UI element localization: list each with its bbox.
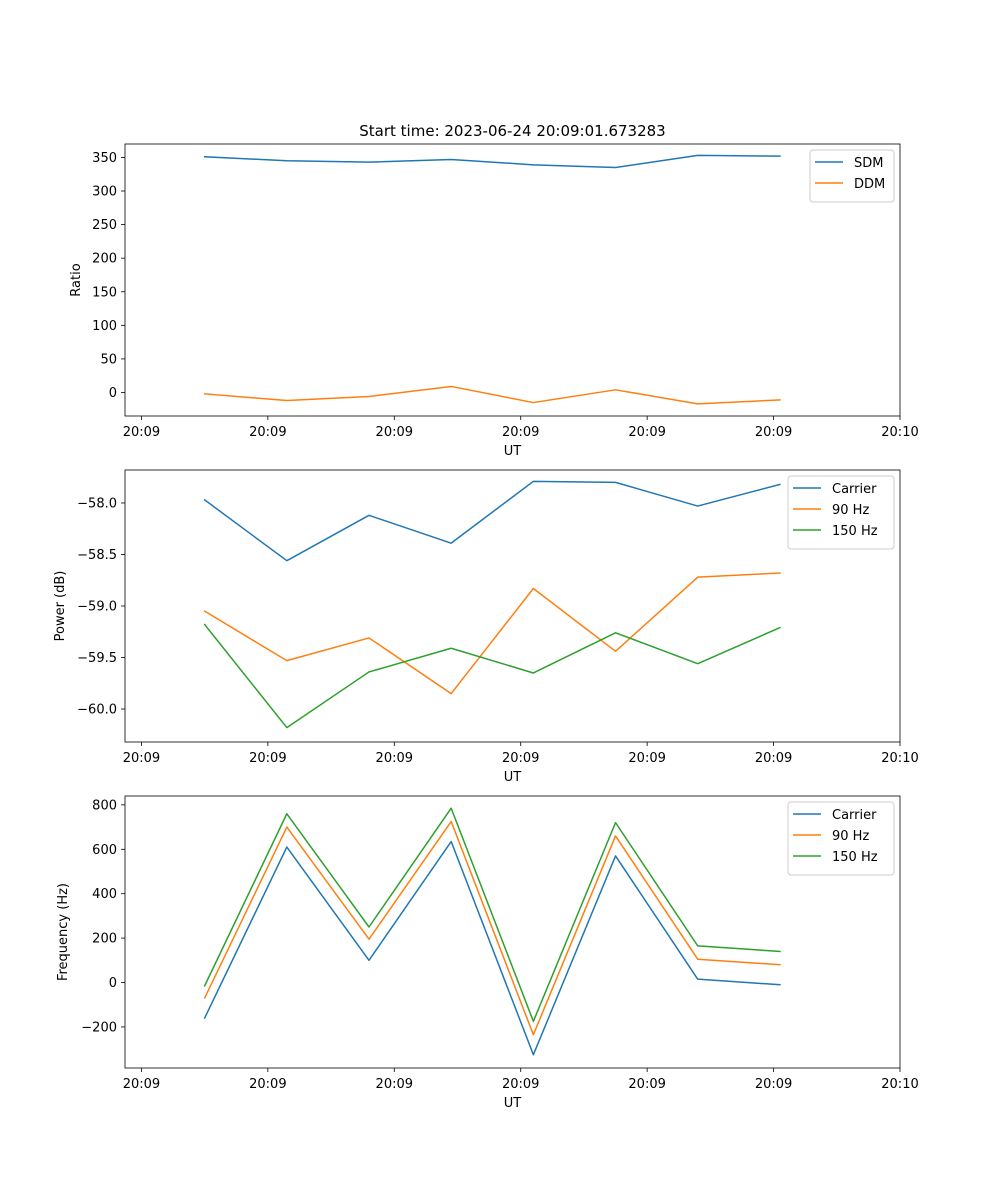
x-tick-label: 20:09 (502, 751, 539, 766)
y-tick-label: 0 (109, 976, 117, 991)
legend: Carrier 90 Hz 150 Hz (787, 801, 895, 876)
y-tick-label: 800 (92, 798, 117, 813)
x-tick-label: 20:09 (123, 1077, 160, 1092)
chart-panel-1: 20:09 20:09 20:09 20:09 20:09 20:09 20:10 0 50 10… (69, 143, 919, 459)
x-tick-label: 20:09 (376, 1077, 413, 1092)
legend: SDM DDM (809, 149, 895, 203)
x-tick-label: 20:09 (123, 751, 160, 766)
legend-label: SDM (854, 156, 883, 171)
x-axis-label: UT (504, 770, 522, 785)
legend-label: 90 Hz (832, 829, 869, 844)
legend: Carrier 90 Hz 150 Hz (787, 475, 895, 550)
y-tick-label: −58.0 (77, 496, 117, 511)
figure-title: Start time: 2023-06-24 20:09:01.673283 (359, 122, 665, 140)
y-tick-label: −200 (81, 1020, 117, 1035)
y-tick-label: −59.5 (77, 651, 117, 666)
chart-panel-3: 20:09 20:09 20:09 20:09 20:09 20:09 20:10 −200 0… (56, 795, 919, 1111)
y-tick-label: 400 (92, 887, 117, 902)
x-tick-label: 20:10 (881, 425, 918, 440)
x-tick-label: 20:09 (502, 1077, 539, 1092)
y-tick-label: 250 (92, 218, 117, 233)
x-tick-label: 20:09 (502, 425, 539, 440)
x-tick-label: 20:09 (755, 1077, 792, 1092)
axes-frame (124, 795, 901, 1069)
legend-label: 90 Hz (832, 503, 869, 518)
y-tick-label: 350 (92, 151, 117, 166)
legend-label: 150 Hz (832, 850, 878, 865)
series-line-ddm (203, 385, 781, 405)
x-tick-label: 20:09 (249, 751, 286, 766)
x-tick-label: 20:09 (249, 425, 286, 440)
x-tick-label: 20:09 (628, 425, 665, 440)
y-tick-label: 100 (92, 319, 117, 334)
axes-frame (124, 143, 901, 417)
x-tick-label: 20:09 (123, 425, 160, 440)
series-line-150-hz (203, 807, 781, 1023)
y-tick-label: 600 (92, 843, 117, 858)
x-tick-label: 20:09 (755, 425, 792, 440)
chart-panel-2: 20:09 20:09 20:09 20:09 20:09 20:09 20:10 −58.0… (53, 469, 919, 785)
y-axis-label: Power (dB) (53, 571, 68, 642)
y-axis-label: Ratio (69, 263, 84, 296)
y-tick-label: 200 (92, 932, 117, 947)
x-tick-label: 20:10 (881, 751, 918, 766)
x-tick-label: 20:09 (628, 751, 665, 766)
y-tick-label: 150 (92, 285, 117, 300)
y-tick-label: 0 (109, 386, 117, 401)
y-tick-label: 50 (100, 352, 117, 367)
series-line-150-hz (203, 623, 781, 729)
x-tick-label: 20:09 (755, 751, 792, 766)
series-line-90-hz (203, 820, 781, 1036)
legend-label: Carrier (832, 482, 877, 497)
y-tick-label: 200 (92, 252, 117, 267)
series-line-sdm (203, 154, 781, 169)
series-line-carrier (203, 480, 781, 562)
x-axis-label: UT (504, 1096, 522, 1111)
x-tick-label: 20:09 (628, 1077, 665, 1092)
y-tick-label: 300 (92, 185, 117, 200)
legend-box (809, 149, 895, 203)
series-line-90-hz (203, 572, 781, 695)
x-tick-label: 20:09 (376, 425, 413, 440)
y-axis-label: Frequency (Hz) (56, 883, 71, 981)
legend-label: Carrier (832, 808, 877, 823)
x-tick-label: 20:10 (881, 1077, 918, 1092)
series-line-carrier (203, 840, 781, 1056)
x-tick-label: 20:09 (249, 1077, 286, 1092)
x-axis-label: UT (504, 444, 522, 459)
x-tick-label: 20:09 (376, 751, 413, 766)
legend-label: 150 Hz (832, 524, 878, 539)
y-tick-label: −59.0 (77, 600, 117, 615)
y-tick-label: −60.0 (77, 703, 117, 718)
y-tick-label: −58.5 (77, 548, 117, 563)
legend-label: DDM (854, 177, 885, 192)
